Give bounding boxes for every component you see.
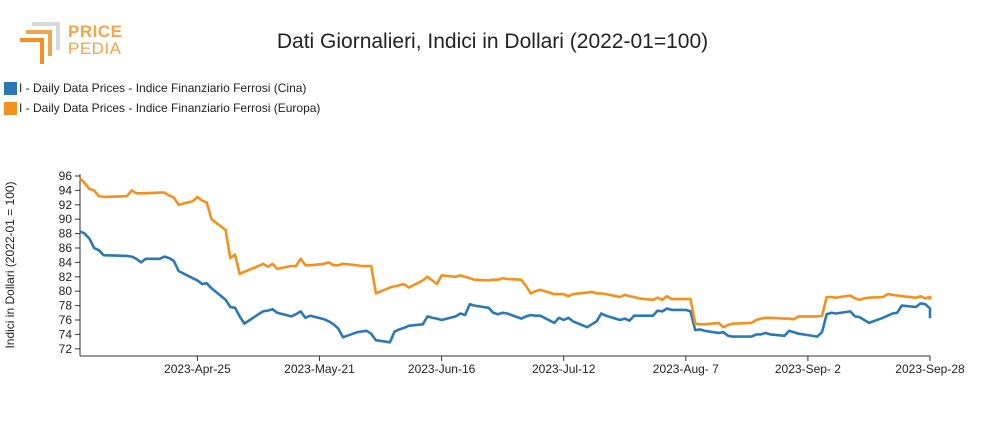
logo-mark-icon [20, 22, 60, 64]
pricepedia-logo: PRICE PEDIA [18, 20, 128, 70]
y-tick-label: 74 [59, 327, 73, 341]
legend-label-europa: I - Daily Data Prices - Indice Finanziar… [19, 101, 321, 115]
y-tick-label: 88 [59, 227, 73, 241]
series-line-cina [79, 230, 932, 344]
x-tick-label: 2023-Apr-25 [164, 362, 231, 376]
y-tick-label: 82 [59, 270, 73, 284]
x-tick-label: 2023-Sep-28 [895, 362, 965, 376]
legend-label-cina: I - Daily Data Prices - Indice Finanziar… [19, 81, 307, 95]
y-tick-label: 92 [59, 198, 73, 212]
x-axis: 2023-Apr-25 2023-May-21 2023-Jun-16 2023-Ju… [80, 355, 965, 376]
legend-swatch-europa [4, 101, 17, 115]
y-tick-label: 94 [59, 183, 73, 197]
y-tick-label: 90 [59, 212, 73, 226]
y-tick-label: 86 [59, 241, 73, 255]
x-tick-label: 2023-Jul-12 [532, 362, 596, 376]
logo-text-line2: PEDIA [68, 39, 122, 58]
logo-text-line1: PRICE [68, 22, 123, 41]
y-tick-label: 76 [59, 313, 73, 327]
legend-item-cina[interactable]: I - Daily Data Prices - Indice Finanziar… [4, 81, 306, 95]
chart-title: Dati Giornalieri, Indici in Dollari (202… [276, 30, 709, 53]
series-line-europa [79, 177, 932, 329]
legend-swatch-cina [4, 81, 17, 95]
x-tick-label: 2023-Sep- 2 [775, 362, 841, 376]
y-tick-label: 84 [59, 255, 73, 269]
y-axis-title: Indici in Dollari (2022-01 = 100) [3, 181, 17, 348]
x-tick-label: 2023-Aug- 7 [653, 362, 719, 376]
x-tick-label: 2023-May-21 [284, 362, 355, 376]
y-tick-label: 78 [59, 299, 73, 313]
y-tick-label: 80 [59, 284, 73, 298]
x-tick-label: 2023-Jun-16 [408, 362, 476, 376]
legend-item-europa[interactable]: I - Daily Data Prices - Indice Finanziar… [4, 101, 320, 115]
series-layer [79, 177, 932, 344]
y-tick-label: 72 [59, 342, 73, 356]
y-tick-label: 96 [59, 169, 73, 183]
